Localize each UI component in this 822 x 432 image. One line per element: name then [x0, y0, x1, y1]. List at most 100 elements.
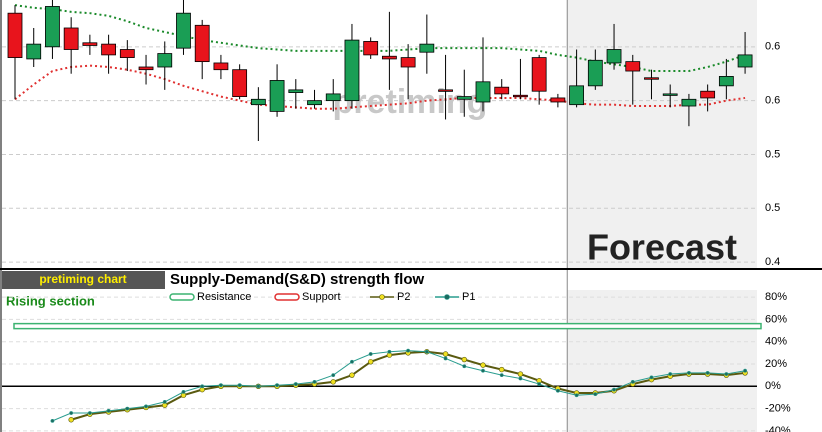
series-point [68, 417, 74, 423]
series-point [687, 371, 691, 375]
candle-body [7, 12, 23, 58]
series-point [350, 359, 354, 364]
series-point [461, 356, 467, 363]
series-point [200, 384, 205, 389]
y-tick-label: 0.6 [765, 41, 780, 53]
series-point [462, 364, 467, 369]
candle-body [456, 96, 472, 100]
series-point [237, 383, 242, 388]
candle-body [232, 69, 248, 97]
candle-body [718, 76, 734, 87]
series-point [630, 379, 635, 384]
y-tick-label: 0.4 [765, 256, 780, 268]
candle-body [119, 49, 135, 58]
candle-body [138, 66, 154, 71]
candle-body [419, 43, 435, 53]
series-point [387, 349, 392, 354]
candle-body [700, 90, 716, 99]
badge-box [2, 271, 165, 289]
series-point [537, 382, 542, 386]
candle-body [475, 81, 491, 103]
candle-body [569, 85, 584, 106]
legend-marker [444, 294, 450, 300]
series-point [312, 379, 317, 384]
candle-body [250, 98, 266, 106]
y-tick-label: 0.6 [765, 95, 780, 107]
series-point [442, 351, 449, 357]
legend-marker [379, 294, 385, 300]
candle-body [344, 39, 360, 102]
series-point [481, 368, 485, 373]
candle-body [307, 100, 322, 106]
forecast-region [567, 290, 757, 432]
candle-body [45, 6, 60, 48]
y-tick-label: 60% [765, 313, 787, 325]
candle-body [438, 89, 453, 92]
forecast-label: Forecast [587, 227, 737, 268]
annotation: Rising section [6, 293, 95, 308]
series-point [144, 404, 148, 409]
trend-band [14, 64, 746, 110]
legend-swatch [274, 293, 300, 301]
candle-body [531, 57, 547, 92]
series-point [256, 384, 261, 389]
series-point [443, 356, 448, 361]
series-point [724, 372, 729, 376]
series-point [424, 349, 429, 354]
legend-label: Resistance [197, 291, 251, 303]
panel-title: Supply-Demand(S&D) strength flow [170, 271, 424, 288]
series-point [499, 373, 504, 378]
series-point [219, 383, 223, 388]
y-tick-label: 80% [765, 291, 787, 303]
series-point [106, 408, 111, 413]
candle-body [737, 54, 753, 68]
candle-body [63, 27, 79, 50]
candle-body [681, 98, 697, 107]
candle-body [550, 97, 566, 103]
series-line [52, 350, 746, 422]
series-point [275, 383, 279, 388]
series-point [50, 418, 55, 423]
resistance-band [13, 322, 762, 330]
candle-body [176, 12, 191, 49]
series-point [574, 393, 579, 398]
candle-body [269, 80, 285, 112]
badge: pretiming chart [39, 272, 126, 286]
candle-body [513, 94, 528, 98]
series-point [705, 371, 710, 375]
forecast-region [567, 0, 757, 268]
series-point [743, 368, 747, 373]
candle-body [213, 62, 229, 71]
series-point [181, 389, 186, 394]
candle-body [101, 43, 116, 56]
legend-label: Support [302, 291, 341, 303]
legend-label: P2 [397, 291, 410, 303]
series-point [349, 372, 355, 378]
series-point [518, 376, 523, 381]
legend-swatch [169, 293, 195, 301]
candle-body [625, 61, 641, 72]
candle-body [606, 49, 622, 64]
series-point [87, 411, 92, 415]
series-point [593, 392, 598, 397]
series-point [612, 387, 616, 392]
y-tick-label: 20% [765, 358, 787, 370]
series-point [367, 359, 374, 365]
candle-body [194, 24, 210, 63]
candle-body [26, 43, 42, 60]
series-point [555, 388, 560, 393]
series-point [480, 362, 486, 368]
series-point [69, 411, 74, 415]
series-point [162, 400, 167, 404]
series-point [293, 382, 298, 386]
candle-body [494, 86, 510, 95]
series-point [330, 379, 336, 385]
candle-body [325, 93, 341, 102]
series-point [668, 372, 673, 376]
candle-body [82, 42, 98, 46]
series-point [406, 348, 411, 353]
candle-body [381, 55, 397, 60]
series-point [125, 406, 130, 411]
legend-label: P1 [462, 291, 475, 303]
